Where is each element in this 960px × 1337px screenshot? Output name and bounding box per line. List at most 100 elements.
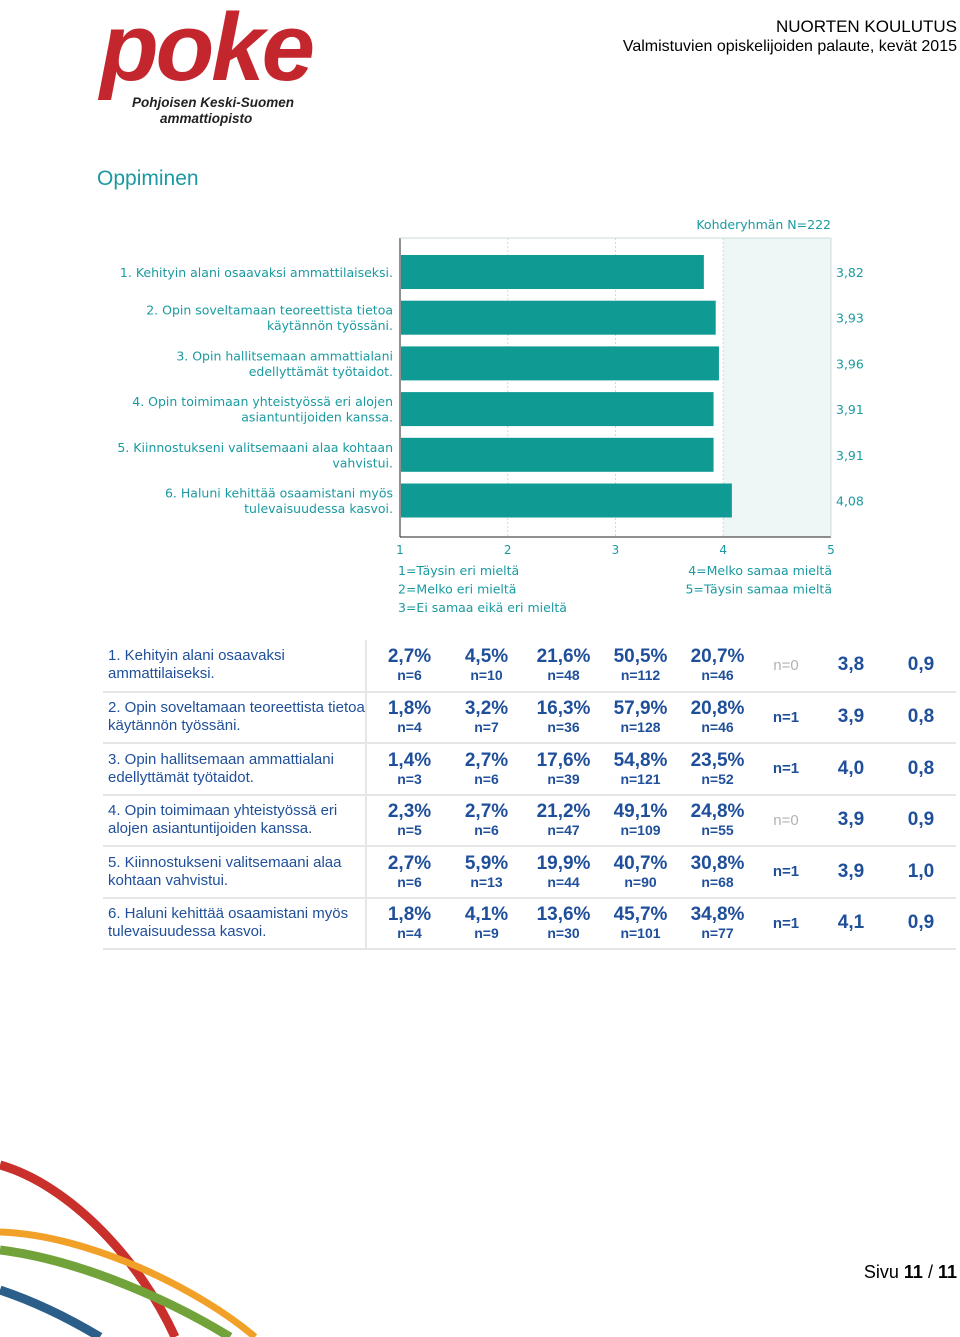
response-cell: 13,6% n=30: [525, 897, 602, 950]
response-cell: 1,8% n=4: [371, 691, 448, 744]
category-label: 4. Opin toimimaan yhteistyössä eri aloje…: [132, 394, 393, 409]
category-label: käytännön työssäni.: [267, 318, 393, 333]
mean-score-bar-chart: Kohderyhmän N=222 3,82 1. Kehityin alani o…: [117, 217, 864, 615]
response-percent: 57,9%: [613, 698, 668, 720]
decorative-swooshes: [0, 1160, 258, 1337]
response-count: n=4: [397, 925, 422, 942]
table-row: 2. Opin soveltamaan teoreettista tietoa …: [103, 691, 956, 744]
bar-value-label: 3,93: [836, 311, 864, 326]
response-percent: 45,7%: [613, 904, 668, 926]
section-title: Oppiminen: [97, 167, 199, 190]
cell-spacer: [366, 846, 371, 899]
response-percent: 17,6%: [536, 749, 591, 771]
page-number: Sivu 11 / 11: [864, 1262, 957, 1283]
response-cell: 2,7% n=6: [371, 846, 448, 899]
response-count: n=30: [547, 925, 580, 942]
response-percent: 2,3%: [387, 801, 432, 823]
response-count: n=46: [701, 719, 734, 736]
response-percent: 20,8%: [690, 698, 745, 720]
statement-cell: 4. Opin toimimaan yhteistyössä eri aloje…: [103, 794, 367, 847]
response-cell: 24,8% n=55: [679, 794, 756, 847]
shaded-agree-region: [723, 238, 831, 537]
response-count: n=109: [620, 822, 661, 839]
mean-value: 3,9: [816, 846, 886, 899]
chart-bar: [401, 483, 732, 518]
missing-count: n=1: [756, 691, 816, 744]
missing-count: n=1: [756, 743, 816, 796]
statement-cell: 2. Opin soveltamaan teoreettista tietoa …: [103, 691, 367, 744]
std-deviation: 0,8: [886, 743, 956, 796]
table-body: 1. Kehityin alani osaavaksi ammattilaise…: [103, 640, 956, 950]
x-tick-label: 5: [827, 543, 835, 557]
scale-legend-right: 4=Melko samaa mieltä: [688, 563, 832, 578]
response-cell: 30,8% n=68: [679, 846, 756, 899]
response-cell: 16,3% n=36: [525, 691, 602, 744]
category-label: 1. Kehityin alani osaavaksi ammattilaise…: [120, 265, 393, 280]
response-count: n=7: [474, 719, 499, 736]
mean-value: 3,9: [816, 794, 886, 847]
response-cell: 20,8% n=46: [679, 691, 756, 744]
response-cell: 3,2% n=7: [448, 691, 525, 744]
response-distribution-table: 1. Kehityin alani osaavaksi ammattilaise…: [103, 640, 956, 950]
response-count: n=101: [620, 925, 661, 942]
response-count: n=6: [474, 770, 499, 787]
response-percent: 1,4%: [387, 749, 432, 771]
missing-count: n=0: [756, 640, 816, 693]
response-cell: 20,7% n=46: [679, 640, 756, 693]
std-deviation: 0,9: [886, 897, 956, 950]
std-deviation: 0,8: [886, 691, 956, 744]
missing-count: n=1: [756, 897, 816, 950]
chart-bar: [401, 255, 704, 289]
response-percent: 4,5%: [464, 646, 509, 668]
response-cell: 4,1% n=9: [448, 897, 525, 950]
page-current: 11: [903, 1262, 923, 1282]
response-percent: 49,1%: [613, 801, 668, 823]
response-percent: 50,5%: [613, 646, 668, 668]
category-label: vahvistui.: [332, 455, 393, 470]
bar-value-label: 3,91: [836, 448, 864, 463]
response-cell: 54,8% n=121: [602, 743, 679, 796]
missing-count: n=0: [756, 794, 816, 847]
x-tick-label: 1: [396, 543, 404, 557]
response-percent: 24,8%: [690, 801, 745, 823]
bar-value-label: 4,08: [836, 494, 864, 509]
cell-spacer: [366, 743, 371, 796]
table-row: 3. Opin hallitsemaan ammattialani edelly…: [103, 743, 956, 796]
category-label: asiantuntijoiden kanssa.: [241, 410, 393, 425]
chart-bar: [401, 300, 716, 335]
response-count: n=55: [701, 822, 734, 839]
response-percent: 2,7%: [387, 646, 432, 668]
response-percent: 2,7%: [464, 801, 509, 823]
response-percent: 21,2%: [536, 801, 591, 823]
response-percent: 20,7%: [690, 646, 745, 668]
response-cell: 49,1% n=109: [602, 794, 679, 847]
std-deviation: 1,0: [886, 846, 956, 899]
response-percent: 13,6%: [536, 904, 591, 926]
response-cell: 45,7% n=101: [602, 897, 679, 950]
response-percent: 54,8%: [613, 749, 668, 771]
chart-bar: [401, 392, 714, 427]
scale-legend-right: 5=Täysin samaa mieltä: [685, 582, 832, 597]
response-percent: 23,5%: [690, 749, 745, 771]
std-deviation: 0,9: [886, 794, 956, 847]
response-percent: 4,1%: [464, 904, 509, 926]
response-percent: 3,2%: [464, 698, 509, 720]
page-total: 11: [937, 1262, 957, 1282]
response-percent: 2,7%: [387, 852, 432, 874]
response-count: n=36: [547, 719, 580, 736]
category-label: 6. Haluni kehittää osaamistani myös: [165, 486, 393, 501]
response-percent: 1,8%: [387, 904, 432, 926]
response-cell: 21,6% n=48: [525, 640, 602, 693]
mean-value: 3,8: [816, 640, 886, 693]
response-count: n=13: [470, 873, 503, 890]
response-count: n=5: [397, 822, 422, 839]
mean-value: 4,1: [816, 897, 886, 950]
response-count: n=4: [397, 719, 422, 736]
bar-value-label: 3,96: [836, 356, 864, 371]
statement-cell: 5. Kiinnostukseni valitsemaani alaa koht…: [103, 846, 367, 899]
response-count: n=46: [701, 667, 734, 684]
response-percent: 5,9%: [464, 852, 509, 874]
cell-spacer: [366, 897, 371, 950]
cell-spacer: [366, 794, 371, 847]
scale-legend-left: 3=Ei samaa eikä eri mieltä: [398, 600, 567, 615]
